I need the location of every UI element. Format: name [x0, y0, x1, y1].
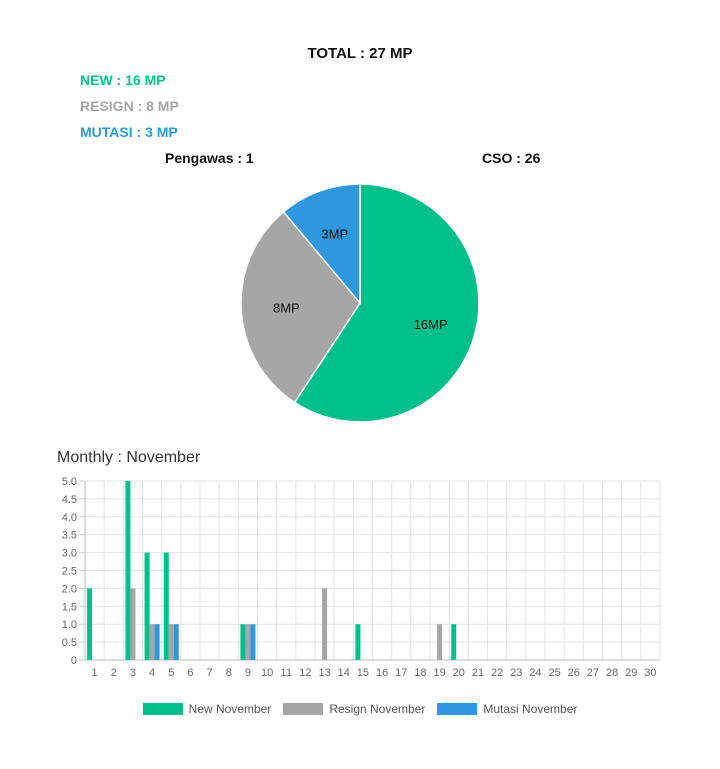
legend-label-mutasi: Mutasi November: [483, 702, 578, 716]
legend-item-new[interactable]: New November: [142, 702, 272, 716]
bar-new-november-9[interactable]: [240, 624, 246, 660]
x-tick-label: 27: [587, 667, 599, 679]
pie-slice-0[interactable]: [293, 183, 480, 423]
x-tick-label: 23: [510, 667, 522, 679]
legend-item-resign[interactable]: Resign November: [283, 702, 425, 716]
x-tick-label: 29: [625, 667, 637, 679]
x-tick-label: 24: [529, 667, 541, 679]
x-tick-label: 16: [376, 667, 388, 679]
x-tick-label: 11: [281, 667, 292, 679]
pie-slice-label-2: 3MP: [321, 227, 348, 242]
bar-new-november-15[interactable]: [355, 624, 361, 660]
y-tick-label: 3.5: [62, 530, 77, 542]
pie-slice-label-1: 8MP: [273, 300, 300, 315]
bar-resign-november-4[interactable]: [149, 624, 155, 660]
bar-resign-november-9[interactable]: [245, 624, 251, 660]
y-tick-label: 5.0: [62, 476, 77, 488]
legend-label-resign: Resign November: [329, 702, 426, 716]
x-tick-label: 8: [226, 667, 232, 679]
x-tick-label: 22: [491, 667, 503, 679]
y-tick-label: 2.0: [62, 583, 77, 595]
bar-new-november-5[interactable]: [163, 552, 169, 660]
legend-label-new: New November: [188, 702, 272, 716]
x-tick-label: 5: [168, 667, 174, 679]
x-tick-label: 18: [414, 667, 426, 679]
bar-mutasi-november-9[interactable]: [250, 624, 256, 660]
bar-resign-november-3[interactable]: [130, 588, 136, 660]
legend-swatch-new: [142, 703, 183, 715]
y-tick-label: 3.0: [62, 548, 77, 560]
bar-resign-november-5[interactable]: [168, 624, 174, 660]
y-tick-label: 4.5: [62, 494, 77, 506]
total-label: TOTAL : 27 MP: [307, 45, 413, 62]
y-tick-label: 0: [71, 655, 77, 667]
x-tick-label: 17: [395, 667, 407, 679]
pengawas-count: Pengawas : 1: [165, 150, 254, 166]
x-tick-label: 10: [261, 667, 273, 679]
pie-slice-2[interactable]: [282, 183, 361, 306]
x-tick-label: 14: [338, 667, 350, 679]
x-tick-label: 4: [149, 667, 155, 679]
bar-mutasi-november-5[interactable]: [173, 624, 179, 660]
bar-resign-november-19[interactable]: [437, 624, 443, 660]
x-tick-label: 12: [299, 667, 311, 679]
legend-swatch-resign: [283, 703, 324, 715]
chart-legend: New November Resign November Mutasi Nove…: [0, 702, 720, 716]
bar-new-november-1[interactable]: [87, 588, 93, 660]
y-tick-label: 1.5: [62, 601, 77, 613]
y-tick-label: 1.0: [62, 619, 77, 631]
x-tick-label: 20: [453, 667, 465, 679]
bar-mutasi-november-4[interactable]: [154, 624, 160, 660]
x-tick-label: 6: [187, 667, 193, 679]
bar-new-november-3[interactable]: [125, 481, 131, 660]
x-tick-label: 13: [318, 667, 330, 679]
new-count: NEW : 16 MP: [80, 72, 166, 88]
y-tick-label: 4.0: [62, 512, 77, 524]
pie-chart: 16MP 8MP 3MP: [240, 183, 480, 423]
cso-count: CSO : 26: [482, 150, 541, 166]
x-tick-label: 28: [606, 667, 618, 679]
x-tick-label: 3: [130, 667, 136, 679]
bar-new-november-4[interactable]: [144, 552, 150, 660]
x-tick-label: 1: [92, 667, 98, 679]
mutasi-count: MUTASI : 3 MP: [80, 124, 178, 140]
bar-chart: 00.51.01.52.02.53.03.54.04.55.01 2 3 4 5 6 7 8 9…: [62, 476, 661, 679]
x-tick-label: 25: [548, 667, 560, 679]
x-tick-label: 26: [568, 667, 580, 679]
x-tick-label: 19: [433, 667, 445, 679]
x-tick-label: 7: [207, 667, 213, 679]
legend-swatch-mutasi: [437, 703, 478, 715]
y-tick-label: 0.5: [62, 637, 77, 649]
x-tick-label: 30: [644, 667, 656, 679]
x-tick-label: 9: [245, 667, 251, 679]
x-tick-label: 15: [357, 667, 369, 679]
pie-slice-1[interactable]: [240, 210, 361, 404]
y-tick-label: 2.5: [62, 566, 77, 578]
bar-resign-november-13[interactable]: [322, 588, 328, 660]
resign-count: RESIGN : 8 MP: [80, 98, 179, 114]
monthly-title: Monthly : November: [57, 449, 201, 466]
bar-new-november-20[interactable]: [451, 624, 457, 660]
x-tick-label: 2: [111, 667, 117, 679]
pie-slice-label-0: 16MP: [414, 317, 448, 332]
legend-item-mutasi[interactable]: Mutasi November: [437, 702, 577, 716]
x-tick-label: 21: [472, 667, 484, 679]
